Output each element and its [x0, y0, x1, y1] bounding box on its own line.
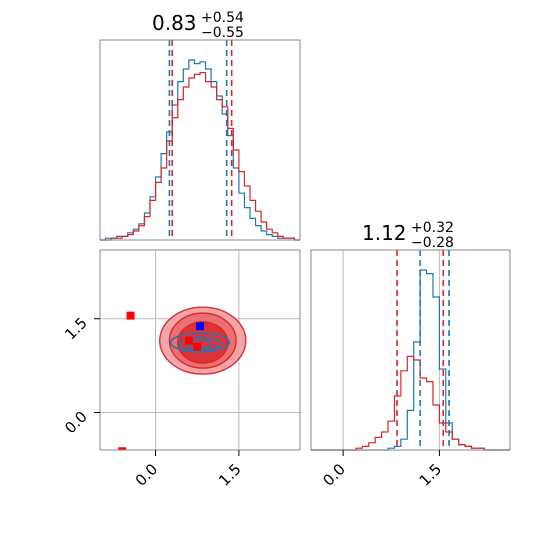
marker-red-4 [118, 447, 127, 450]
ytick-label-joint-1: 1.5 [61, 314, 91, 344]
title-1-plus: +0.54 [201, 10, 244, 26]
x-axis-joint: 0.0 1.5 [132, 450, 245, 490]
hist-step-blue [100, 59, 300, 241]
hist-2-content [311, 250, 510, 451]
frame-marginal-2 [310, 249, 511, 451]
marker-red-3 [126, 311, 135, 320]
title-2-value: 1.12 [362, 221, 407, 245]
red-contour-2 [177, 321, 229, 364]
xtick-label-joint-0: 0.0 [132, 460, 162, 490]
xtick-label-m2-1: 1.5 [416, 460, 446, 490]
hist-1-content [100, 40, 300, 241]
title-2-minus: −0.28 [411, 235, 454, 251]
hist-step-blue [311, 269, 510, 451]
hist-step-red [100, 72, 300, 241]
joint-content [100, 250, 300, 450]
xtick-label-m2-0: 0.0 [319, 460, 349, 490]
y-axis-joint: 0.0 1.5 [61, 314, 100, 437]
xtick-label-joint-1: 1.5 [215, 460, 245, 490]
marker-red-2 [184, 336, 193, 345]
frame-marginal-1 [99, 39, 301, 241]
title-marginal-2: 1.12 [362, 221, 407, 245]
panel-marginal-1: 0.83 +0.54 −0.55 [99, 10, 301, 241]
title-1-minus: −0.55 [201, 25, 244, 41]
title-1-value: 0.83 [152, 11, 197, 35]
title-2-plus: +0.32 [411, 220, 454, 236]
panel-marginal-2: 1.12 +0.32 −0.28 0.0 1.5 [310, 220, 511, 490]
ytick-label-joint-0: 0.0 [61, 408, 91, 438]
blue-contour-0 [170, 332, 230, 353]
x-axis-marginal-2: 0.0 1.5 [319, 450, 445, 490]
marker-red-1 [193, 342, 202, 351]
frame-joint [99, 249, 301, 451]
hist-step-red [311, 355, 510, 451]
panel-joint: 0.0 1.5 0.0 1.5 [61, 249, 301, 490]
marker-blue-true [196, 322, 204, 331]
title-marginal-1: 0.83 [152, 11, 197, 35]
